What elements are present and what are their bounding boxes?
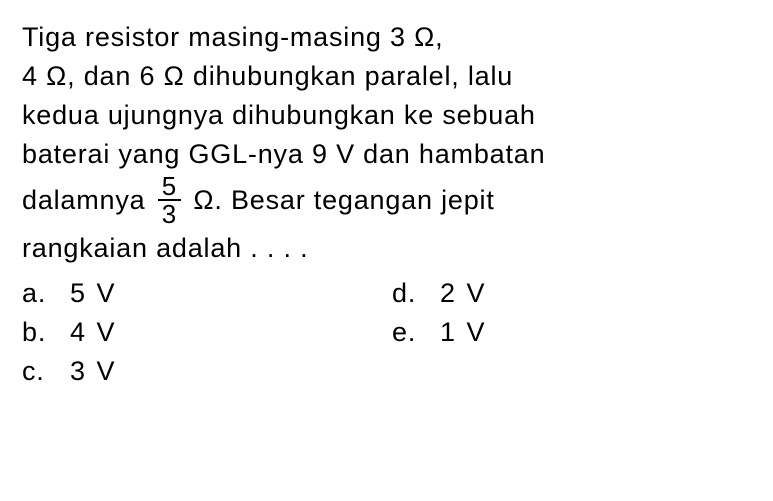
option-a-letter: a. [22,274,70,313]
omega-4: Ω [193,185,214,215]
option-a-value: 5 V [70,274,117,313]
option-c[interactable]: c. 3 V [22,352,392,391]
option-b-letter: b. [22,313,70,352]
fraction-denominator: 3 [158,201,181,227]
comma-1: , [435,22,443,52]
option-d-letter: d. [392,274,440,313]
omega-2: Ω [46,61,67,91]
option-e-value: 1 V [440,313,487,352]
omega-1: Ω [414,22,435,52]
physics-problem: Tiga resistor masing-masing 3 Ω, 4 Ω, da… [0,0,773,409]
option-e[interactable]: e. 1 V [392,313,487,352]
q-line-6: rangkaian adalah . . . . [22,233,308,263]
omega-3: Ω [164,61,185,91]
q-part-2a: 4 [22,61,46,91]
option-row-3: c. 3 V [22,352,751,391]
option-a[interactable]: a. 5 V [22,274,392,313]
option-b[interactable]: b. 4 V [22,313,392,352]
option-e-letter: e. [392,313,440,352]
option-d-value: 2 V [440,274,487,313]
q-line-4: baterai yang GGL-nya 9 V dan hambatan [22,139,545,169]
option-c-letter: c. [22,352,70,391]
option-row-1: a. 5 V d. 2 V [22,274,751,313]
option-row-2: b. 4 V e. 1 V [22,313,751,352]
fraction: 53 [158,173,181,227]
answer-options: a. 5 V d. 2 V b. 4 V e. 1 V c. 3 V [22,274,751,391]
question-text: Tiga resistor masing-masing 3 Ω, 4 Ω, da… [22,18,751,268]
q-line-3: kedua ujungnya dihubungkan ke sebuah [22,100,536,130]
option-b-value: 4 V [70,313,117,352]
q-part-5a: dalamnya [22,185,154,215]
option-c-value: 3 V [70,352,117,391]
fraction-numerator: 5 [158,173,181,201]
q-part-5b: . Besar tegangan jepit [214,185,494,215]
option-d[interactable]: d. 2 V [392,274,487,313]
q-part-2b: , dan 6 [67,61,163,91]
q-part-1: Tiga resistor masing-masing 3 [22,22,414,52]
q-part-2c: dihubungkan paralel, lalu [185,61,514,91]
